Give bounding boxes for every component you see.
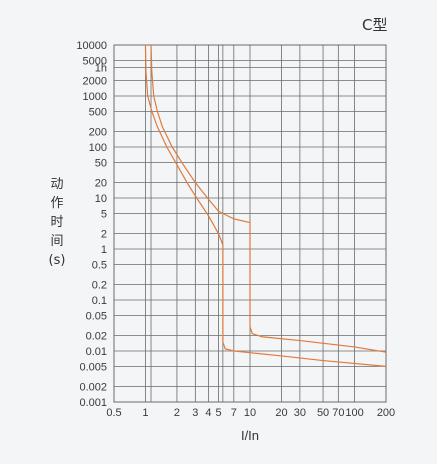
y-tick-label: 10 <box>95 193 107 205</box>
x-axis-label: I/In <box>241 428 259 443</box>
trip-curve-upper <box>150 44 387 353</box>
y-tick-label: 0.05 <box>86 310 107 322</box>
y-tick-label: 200 <box>89 127 107 139</box>
x-tick-label: 0.5 <box>106 407 121 419</box>
y-axis-label-char: 作 <box>50 196 63 211</box>
x-tick-label: 20 <box>275 407 287 419</box>
y-tick-label: 5000 <box>83 55 107 67</box>
x-tick-label: 100 <box>345 407 363 419</box>
y-tick-label: 0.005 <box>79 361 107 373</box>
x-tick-label: 5 <box>215 407 221 419</box>
y-tick-label: 0.01 <box>86 346 107 358</box>
x-tick-label: 10 <box>244 407 256 419</box>
x-tick-label: 70 <box>332 407 344 419</box>
y-tick-label: 0.001 <box>79 397 107 409</box>
y-tick-label: 2 <box>101 229 107 241</box>
x-tick-label: 4 <box>205 407 211 419</box>
y-axis-label-char: (s) <box>49 253 66 268</box>
y-tick-label: 5 <box>101 208 107 220</box>
y-tick-label: 1 <box>101 244 107 256</box>
x-tick-label: 7 <box>231 407 237 419</box>
y-tick-label: 0.1 <box>92 295 107 307</box>
y-tick-label: 500 <box>89 106 107 118</box>
y-tick-label: 1h <box>95 63 107 75</box>
x-tick-label: 1 <box>142 407 148 419</box>
y-tick-label: 100 <box>89 142 107 154</box>
y-tick-label: 2000 <box>83 76 107 88</box>
chart-title: C型 <box>362 16 387 34</box>
y-tick-label: 0.2 <box>92 280 107 292</box>
y-tick-label: 1000 <box>83 91 107 103</box>
y-tick-label: 50 <box>95 157 107 169</box>
y-tick-label: 0.02 <box>86 331 107 343</box>
x-tick-label: 200 <box>377 407 395 419</box>
trip-curve-lower <box>144 44 387 367</box>
x-tick-label: 3 <box>192 407 198 419</box>
x-tick-label: 2 <box>174 407 180 419</box>
series <box>144 44 387 367</box>
y-tick-label: 20 <box>95 178 107 190</box>
y-axis-label-char: 间 <box>50 234 63 249</box>
y-tick-label: 0.5 <box>92 259 107 271</box>
y-tick-label: 0.002 <box>79 382 107 394</box>
y-tick-label: 10000 <box>76 40 107 52</box>
y-axis-label-char: 动 <box>50 177 63 192</box>
y-axis-label-char: 时 <box>50 215 63 230</box>
x-tick-label: 50 <box>317 407 329 419</box>
x-tick-label: 30 <box>294 407 306 419</box>
